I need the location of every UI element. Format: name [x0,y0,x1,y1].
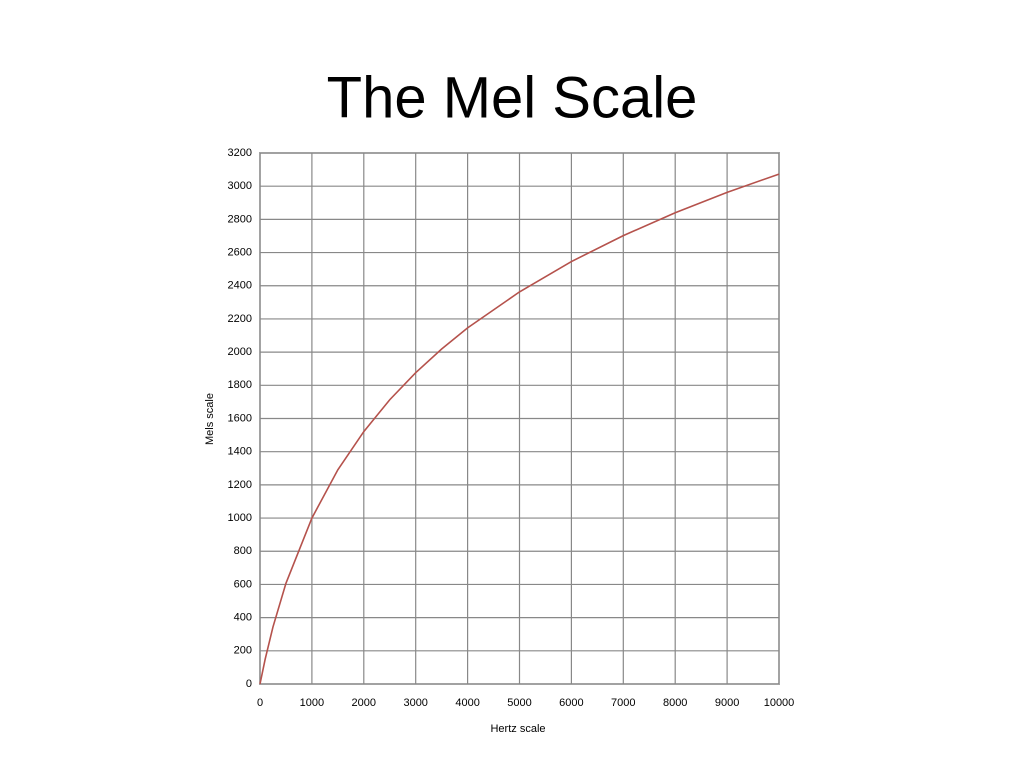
y-tick-label: 3000 [228,180,252,192]
x-tick-label: 7000 [611,697,635,709]
y-tick-label: 2800 [228,213,252,225]
x-axis-label: Hertz scale [490,723,545,735]
x-tick-label: 5000 [507,697,531,709]
x-tick-label: 2000 [352,697,376,709]
x-tick-label: 10000 [764,697,795,709]
y-tick-label: 1400 [228,446,252,458]
y-tick-label: 400 [234,612,252,624]
data-line [259,173,780,685]
y-tick-label: 800 [234,545,252,557]
y-axis-label: Mels scale [204,393,216,445]
y-tick-label: 200 [234,645,252,657]
x-tick-label: 8000 [663,697,687,709]
chart-title: The Mel Scale [327,65,698,130]
y-tick-label: 3200 [228,147,252,159]
y-tick-label: 1600 [228,412,252,424]
y-tick-label: 600 [234,578,252,590]
y-tick-label: 2200 [228,313,252,325]
y-tick-label: 0 [246,678,252,690]
y-tick-label: 2400 [228,280,252,292]
x-tick-label: 1000 [300,697,324,709]
y-tick-label: 2600 [228,246,252,258]
x-tick-label: 4000 [455,697,479,709]
x-tick-label: 0 [257,697,263,709]
x-tick-label: 6000 [559,697,583,709]
x-tick-label: 3000 [403,697,427,709]
y-tick-label: 2000 [228,346,252,358]
y-tick-label: 1800 [228,379,252,391]
x-tick-label: 9000 [715,697,739,709]
y-tick-label: 1200 [228,479,252,491]
y-tick-label: 1000 [228,512,252,524]
